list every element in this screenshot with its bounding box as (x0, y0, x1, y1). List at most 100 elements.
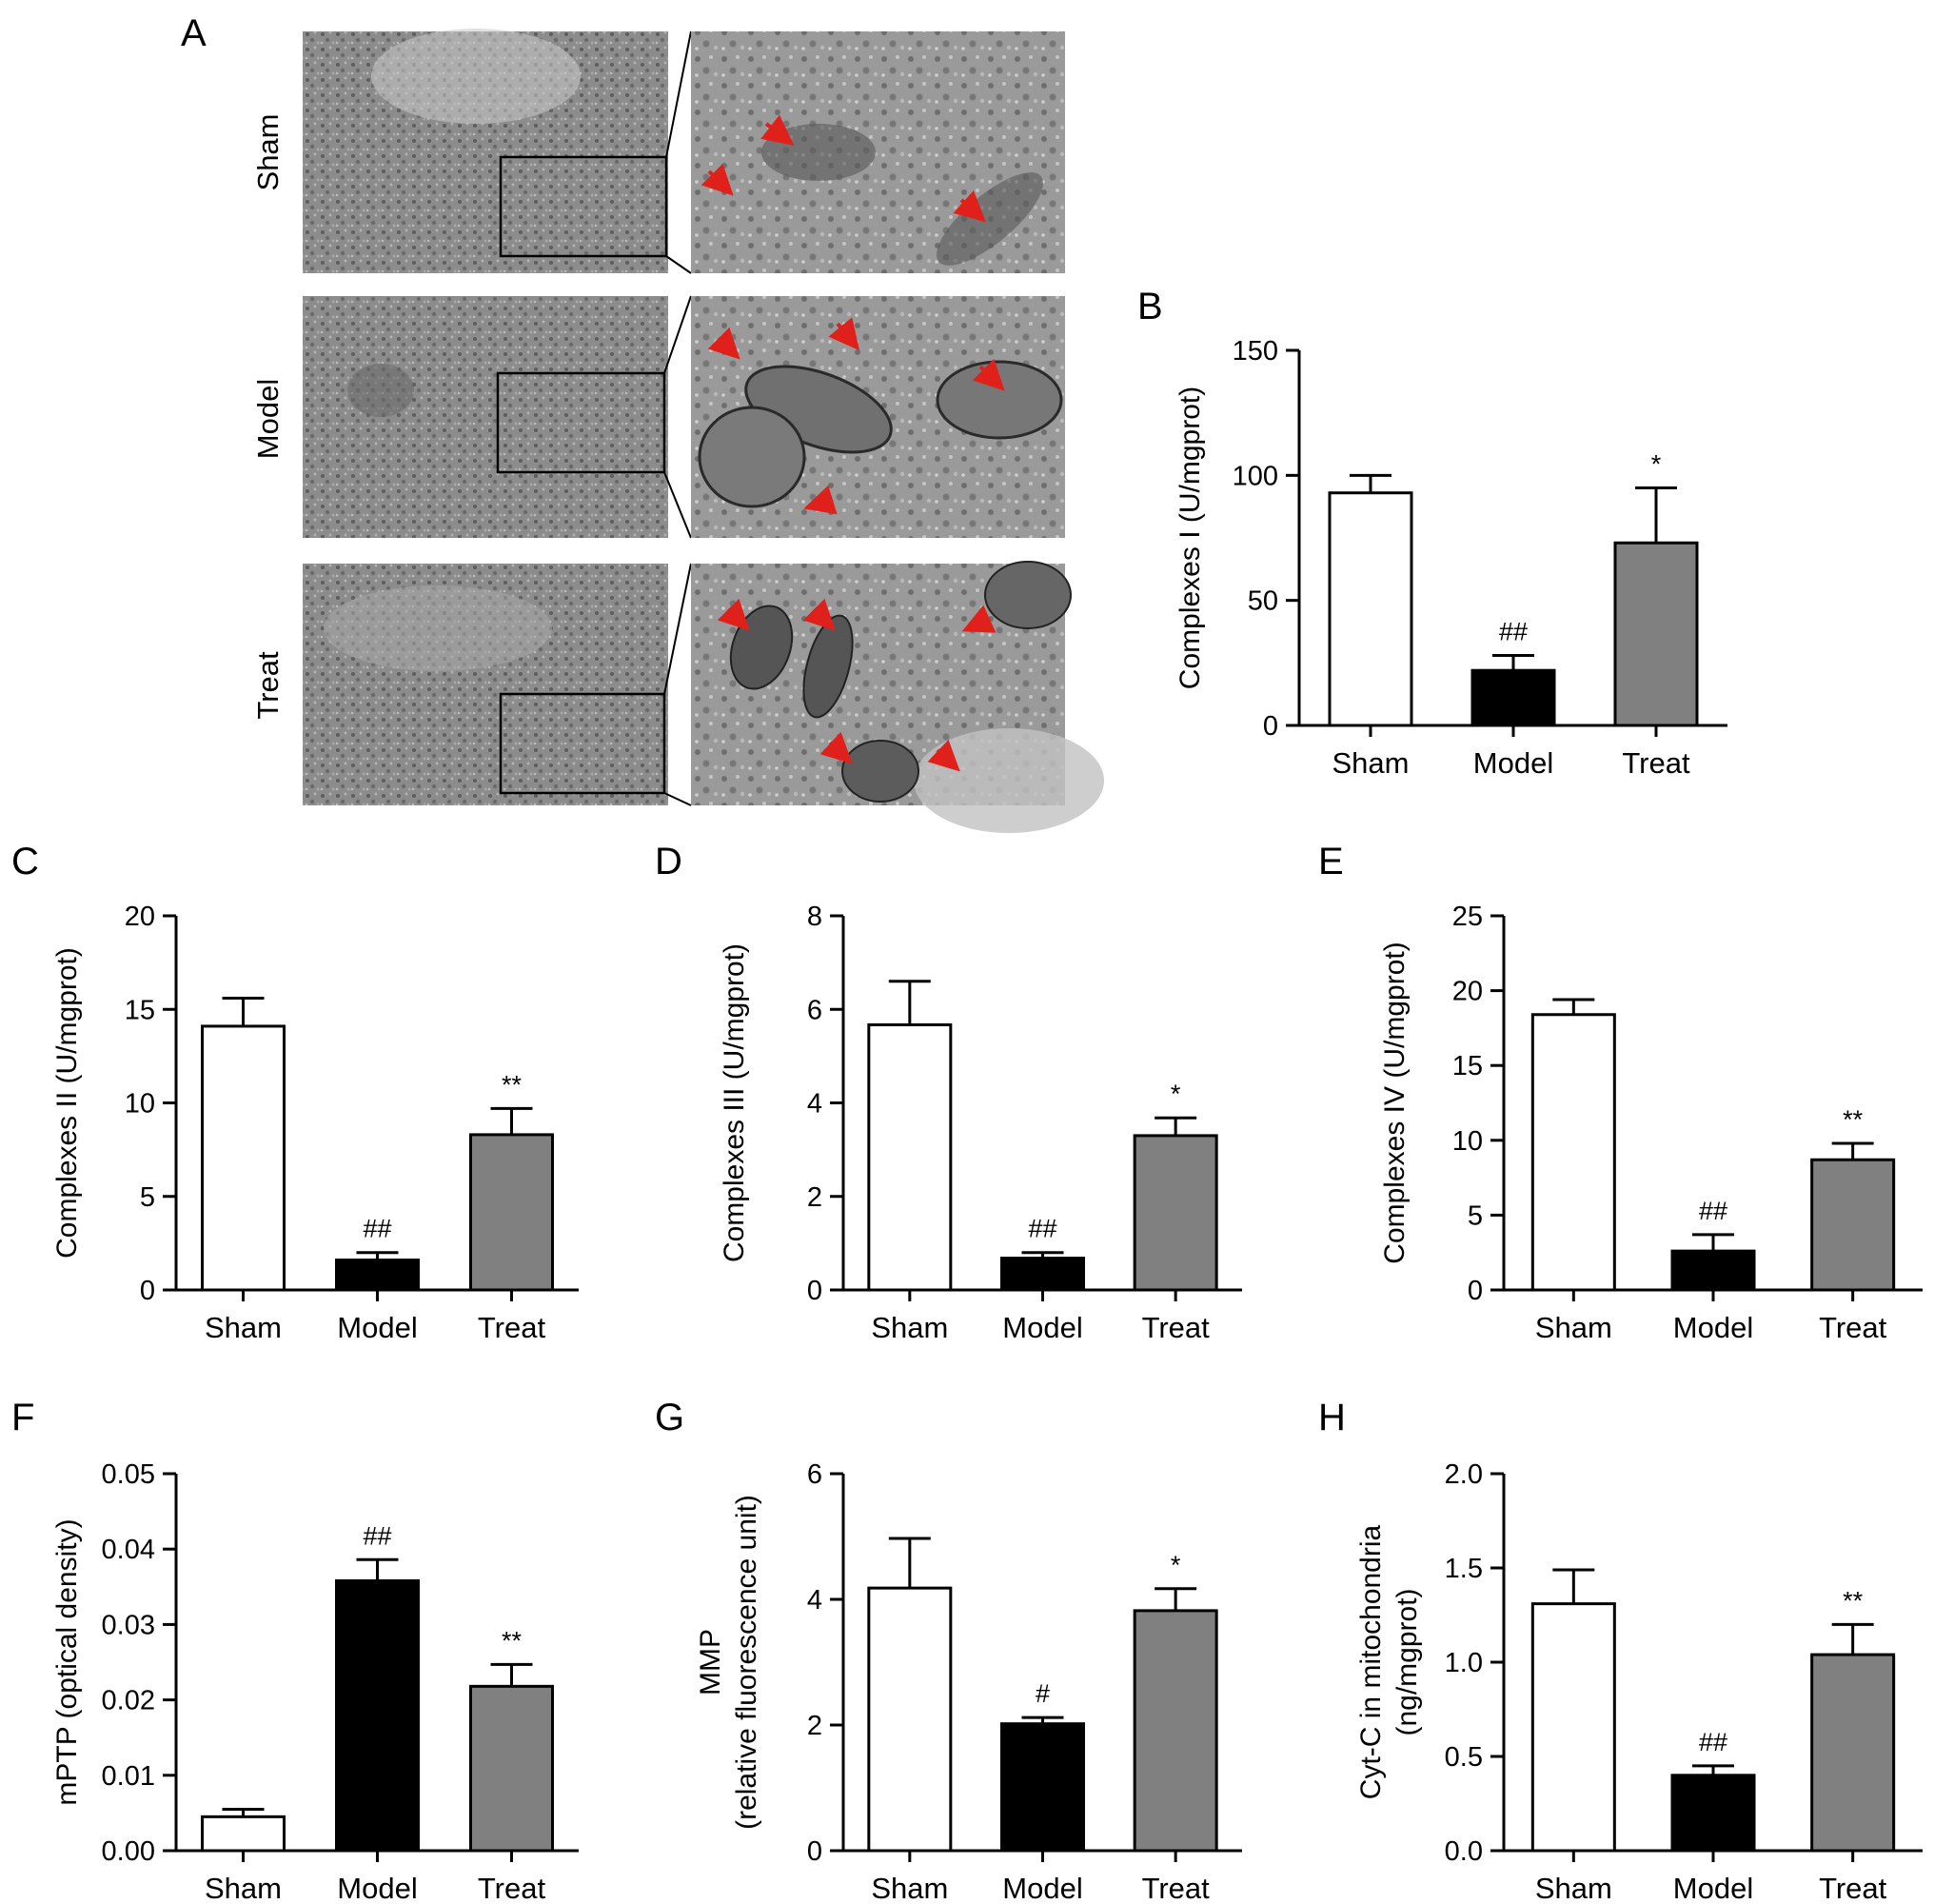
y-axis-label: Complexes II (U/mgprot) (51, 947, 83, 1259)
bar-treat (1810, 1653, 1896, 1853)
x-tick-label: Sham (871, 1311, 948, 1344)
micrograph-row-treat: Treat (251, 561, 1104, 833)
y-tick-label: 0.0 (1445, 1836, 1483, 1867)
x-tick-label: Treat (1819, 1311, 1887, 1344)
y-tick-label: 5 (1468, 1200, 1483, 1231)
y-tick-label: 2.0 (1445, 1459, 1483, 1490)
red-arrow-icon (961, 605, 997, 633)
y-tick-label: 100 (1233, 461, 1278, 491)
bar-treat (1810, 1158, 1896, 1292)
significance-mark: ** (1843, 1586, 1864, 1615)
chart-panel-h: H 0.0 0.5 1.0 1.5 2.0 Cyt-C in mitochondria (ng… (1318, 1397, 1923, 1904)
micrograph-row-sham: Sham (251, 29, 1065, 274)
chart-panel-g: G 0 2 4 6 MMP (relative fluorescence unit) Sham… (655, 1397, 1242, 1904)
y-tick-label: 4 (807, 1089, 822, 1120)
significance-mark: ## (363, 1521, 391, 1550)
y-tick-label: 0.02 (102, 1686, 155, 1716)
x-tick-label: Sham (1535, 1872, 1612, 1904)
bar-sham (867, 1022, 953, 1292)
x-tick-label: Treat (478, 1311, 546, 1344)
x-tick-label: Model (1673, 1311, 1753, 1344)
y-tick-label: 50 (1248, 586, 1278, 617)
significance-mark: * (1171, 1551, 1181, 1579)
y-axis-label: (relative fluorescence unit) (731, 1495, 762, 1830)
chart-panel-d: D 0 2 4 6 8 Complexes III (U/mgprot) Sham Model #… (655, 841, 1242, 1344)
x-tick-label: Model (337, 1872, 417, 1904)
significance-mark: ** (502, 1070, 523, 1099)
panel-label-f: F (11, 1397, 34, 1438)
x-tick-label: Model (337, 1311, 417, 1344)
red-arrow-icon (803, 485, 838, 515)
x-tick-label: Sham (1332, 746, 1410, 780)
panel-label-g: G (655, 1397, 684, 1438)
x-tick-label: Model (1002, 1311, 1082, 1344)
y-tick-label: 1.5 (1445, 1554, 1483, 1584)
significance-mark: # (1036, 1679, 1050, 1708)
bar-model (1670, 1249, 1756, 1292)
bar-treat (1613, 541, 1699, 727)
significance-mark: ## (363, 1215, 391, 1243)
panel-label-a: A (181, 12, 207, 54)
y-axis-label: Complexes III (U/mgprot) (719, 943, 750, 1262)
bar-model (1670, 1774, 1756, 1853)
significance-mark: * (1171, 1080, 1181, 1108)
x-tick-label: Treat (1142, 1872, 1211, 1904)
bar-treat (469, 1133, 554, 1292)
significance-mark: ## (1028, 1215, 1056, 1243)
red-arrow-icon (760, 114, 795, 146)
x-tick-label: Sham (205, 1872, 282, 1904)
red-arrow-icon (927, 739, 960, 772)
y-axis-label: MMP (695, 1629, 726, 1696)
significance-mark: ** (1843, 1105, 1864, 1134)
y-tick-label: 5 (140, 1182, 155, 1213)
group-label-treat: Treat (251, 651, 285, 720)
significance-mark: ** (502, 1626, 523, 1655)
bar-model (335, 1259, 420, 1292)
y-tick-label: 4 (807, 1585, 822, 1616)
y-axis-label: (ng/mgprot) (1391, 1588, 1423, 1735)
x-tick-label: Treat (478, 1872, 546, 1904)
panel-label-c: C (11, 841, 39, 883)
bar-sham (201, 1024, 286, 1292)
significance-mark: ## (1499, 617, 1528, 645)
x-tick-label: Model (1673, 1872, 1753, 1904)
bar-treat (469, 1684, 554, 1853)
bar-sham (201, 1815, 286, 1853)
y-tick-label: 2 (807, 1182, 822, 1213)
x-tick-label: Treat (1142, 1311, 1211, 1344)
bar-sham (1530, 1013, 1616, 1292)
significance-mark: ## (1699, 1728, 1727, 1756)
chart-panel-f: F 0.00 0.01 0.02 0.03 0.04 0.05 mPTP (optical d… (11, 1397, 579, 1904)
y-axis-label: Complexes I (U/mgprot) (1174, 387, 1206, 689)
y-tick-label: 20 (125, 902, 155, 932)
x-tick-label: Sham (205, 1311, 282, 1344)
red-arrow-icon (701, 163, 734, 196)
y-tick-label: 15 (1452, 1051, 1483, 1081)
zoom-box-model (496, 371, 666, 474)
y-tick-label: 0.04 (102, 1535, 155, 1565)
y-tick-label: 2 (807, 1711, 822, 1741)
group-label-sham: Sham (251, 114, 285, 191)
y-tick-label: 0.03 (102, 1610, 155, 1640)
y-tick-label: 0 (807, 1836, 822, 1867)
panel-label-e: E (1318, 841, 1344, 883)
y-tick-label: 20 (1452, 977, 1483, 1007)
y-tick-label: 10 (1452, 1126, 1483, 1157)
red-arrow-icon (802, 598, 836, 631)
bar-sham (1328, 491, 1413, 727)
y-tick-label: 0 (807, 1276, 822, 1306)
red-arrow-icon (819, 731, 853, 764)
bar-sham (867, 1586, 953, 1853)
y-axis-label: Cyt-C in mitochondria (1355, 1524, 1387, 1799)
x-tick-label: Treat (1819, 1872, 1887, 1904)
red-arrow-icon (953, 190, 986, 223)
panel-a-micrographs: A Sham (181, 12, 1104, 833)
significance-mark: * (1651, 449, 1662, 478)
y-tick-label: 150 (1233, 336, 1278, 367)
bar-treat (1133, 1134, 1218, 1292)
y-tick-label: 15 (125, 995, 155, 1025)
y-tick-label: 0 (1263, 711, 1278, 742)
chart-panel-b: B 0 50 100 150 Complexes I (U/mgprot) Sham Mode… (1137, 286, 1727, 780)
micrograph-sham-zoom (691, 31, 1065, 273)
